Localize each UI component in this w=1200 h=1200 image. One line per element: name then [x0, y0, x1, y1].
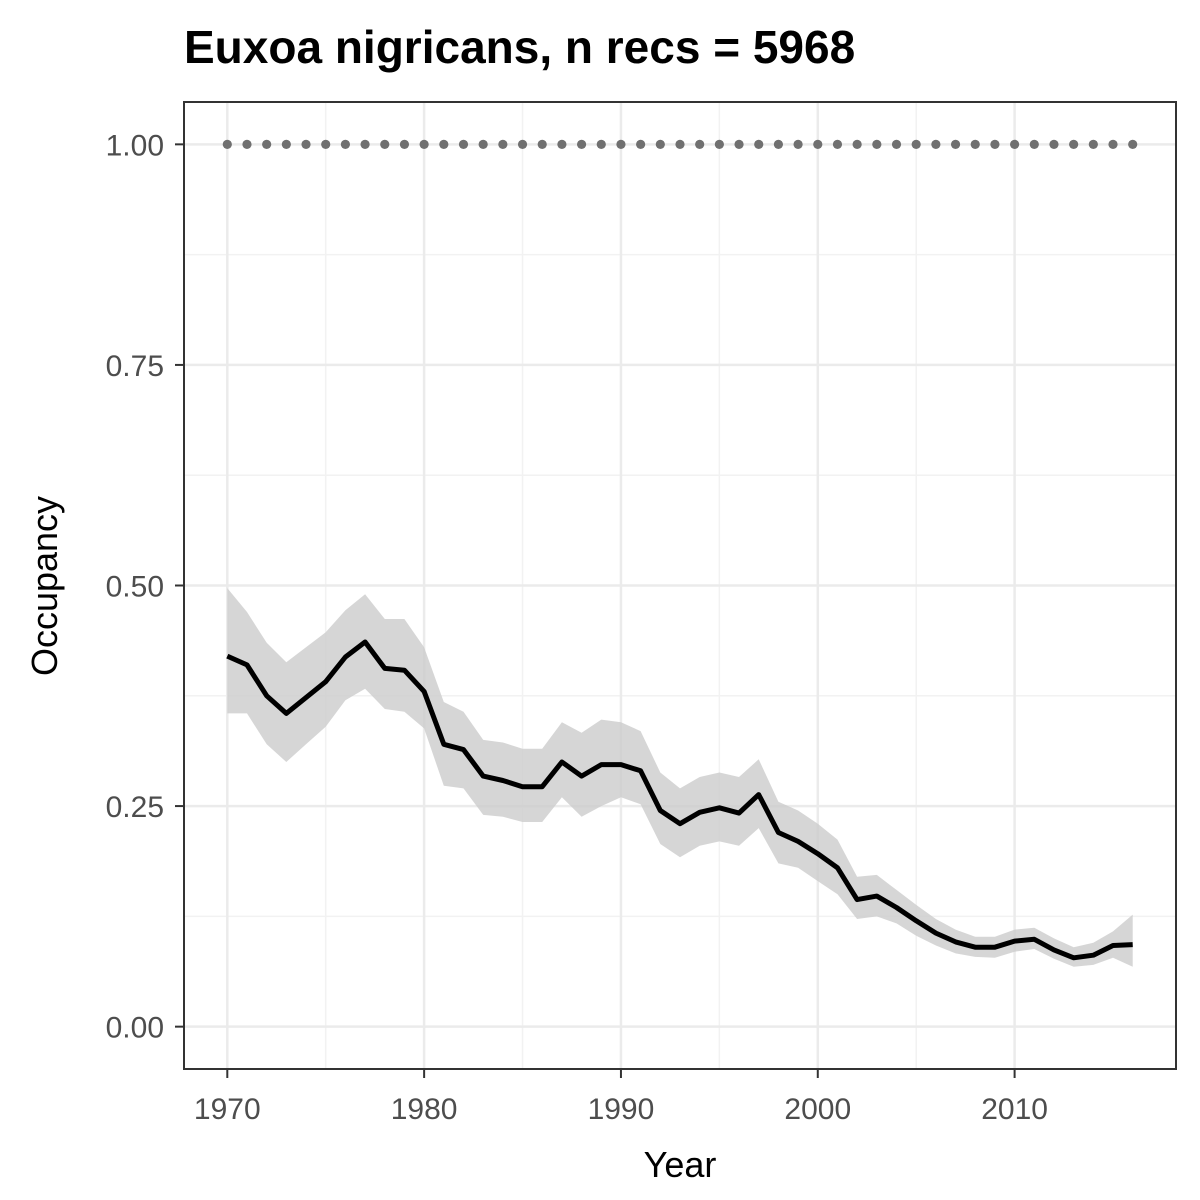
x-tick-label: 1990: [588, 1093, 655, 1126]
chart-title: Euxoa nigricans, n recs = 5968: [184, 21, 855, 73]
reference-point: [1108, 139, 1118, 149]
reference-point: [616, 139, 626, 149]
occupancy-line: [226, 639, 1133, 961]
reference-point: [537, 139, 547, 149]
reference-point: [498, 139, 508, 149]
reference-point: [380, 139, 390, 149]
reference-point: [281, 139, 291, 149]
reference-point: [360, 139, 370, 149]
reference-point: [734, 139, 744, 149]
reference-point: [419, 139, 429, 149]
reference-point: [1029, 139, 1039, 149]
reference-point: [517, 139, 528, 149]
reference-point: [557, 139, 567, 149]
reference-point: [655, 139, 665, 149]
reference-point: [852, 139, 862, 149]
x-axis-title: Year: [644, 1144, 717, 1185]
reference-point: [321, 139, 331, 149]
occupancy-line-layer: [226, 639, 1133, 961]
reference-points-layer: [222, 139, 1138, 149]
reference-point: [970, 139, 980, 149]
y-tick-label: 0.75: [106, 350, 164, 383]
reference-point: [596, 139, 606, 149]
x-axis: 1970 1980 1990 2000 2010: [194, 1069, 1048, 1126]
x-tick-label: 2000: [784, 1093, 851, 1126]
reference-point: [793, 139, 803, 149]
reference-point: [675, 139, 685, 149]
reference-point: [773, 139, 784, 149]
reference-point: [1128, 139, 1138, 149]
reference-point: [1088, 139, 1098, 149]
reference-point: [695, 139, 705, 149]
reference-point: [754, 139, 764, 149]
y-tick-label: 0.00: [106, 1012, 164, 1045]
x-tick-label: 1980: [391, 1093, 458, 1126]
reference-point: [1069, 139, 1079, 149]
x-tick-label: 2010: [981, 1093, 1048, 1126]
reference-point: [439, 139, 449, 149]
reference-point: [1049, 139, 1059, 149]
reference-point: [832, 139, 843, 149]
y-tick-label: 0.50: [106, 571, 164, 604]
reference-point: [714, 139, 724, 149]
reference-point: [478, 139, 488, 149]
reference-point: [950, 139, 961, 149]
x-tick-label: 1970: [194, 1093, 261, 1126]
reference-point: [911, 139, 921, 149]
reference-point: [931, 139, 941, 149]
reference-point: [636, 139, 646, 149]
reference-point: [301, 139, 311, 149]
reference-point: [222, 139, 232, 149]
y-axis-title: Occupancy: [24, 496, 65, 676]
y-tick-label: 0.25: [106, 791, 164, 824]
reference-point: [262, 139, 272, 149]
y-axis: 0.00 0.25 0.50 0.75 1.00: [106, 129, 184, 1045]
reference-point: [576, 139, 587, 149]
reference-point: [399, 139, 410, 149]
reference-point: [813, 139, 823, 149]
reference-point: [242, 139, 252, 149]
y-tick-label: 1.00: [106, 129, 164, 162]
reference-point: [458, 139, 469, 149]
reference-point: [1010, 139, 1020, 149]
reference-point: [340, 139, 350, 149]
reference-point: [891, 139, 902, 149]
reference-point: [990, 139, 1000, 149]
reference-point: [872, 139, 882, 149]
